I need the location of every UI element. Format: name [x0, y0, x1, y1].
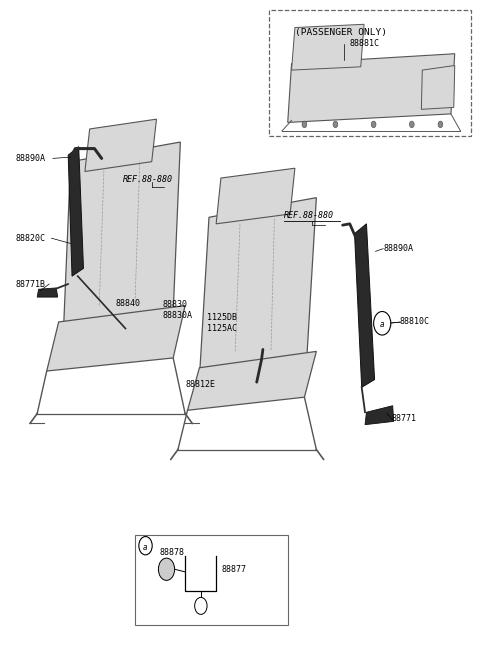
Polygon shape: [291, 24, 364, 70]
Text: REF.88-880: REF.88-880: [284, 212, 334, 221]
Circle shape: [333, 121, 338, 127]
Circle shape: [438, 121, 443, 127]
Polygon shape: [421, 66, 455, 109]
Text: 88810C: 88810C: [400, 317, 430, 327]
Text: 88830
88830A: 88830 88830A: [163, 300, 192, 320]
Text: (PASSENGER ONLY): (PASSENGER ONLY): [295, 28, 387, 37]
Text: 88771: 88771: [392, 415, 417, 423]
Text: 88890A: 88890A: [383, 244, 413, 253]
Polygon shape: [365, 406, 394, 424]
Text: a: a: [380, 320, 384, 329]
Circle shape: [302, 121, 307, 127]
FancyBboxPatch shape: [269, 10, 471, 135]
Text: a: a: [143, 543, 148, 551]
Polygon shape: [288, 54, 455, 122]
Polygon shape: [68, 147, 84, 276]
Polygon shape: [199, 198, 316, 378]
Polygon shape: [216, 168, 295, 224]
Circle shape: [371, 121, 376, 127]
Text: 1125DB
1125AC: 1125DB 1125AC: [206, 313, 237, 333]
Text: 88881C: 88881C: [350, 39, 380, 49]
Text: 88812E: 88812E: [185, 380, 215, 388]
Circle shape: [409, 121, 414, 127]
Circle shape: [158, 558, 175, 580]
Circle shape: [139, 537, 152, 555]
Polygon shape: [47, 306, 185, 371]
FancyBboxPatch shape: [135, 535, 288, 625]
Polygon shape: [63, 142, 180, 332]
Text: 88877: 88877: [222, 565, 247, 574]
Polygon shape: [355, 224, 374, 388]
Circle shape: [195, 597, 207, 614]
Polygon shape: [37, 288, 58, 297]
Circle shape: [373, 311, 391, 335]
Text: 88840: 88840: [116, 299, 141, 308]
Text: 88878: 88878: [160, 548, 185, 556]
Text: 88820C: 88820C: [16, 234, 46, 242]
Polygon shape: [188, 351, 316, 410]
Text: REF.88-880: REF.88-880: [123, 175, 173, 184]
Text: 88890A: 88890A: [16, 154, 46, 163]
Polygon shape: [85, 119, 156, 171]
Text: 88771B: 88771B: [16, 279, 46, 288]
